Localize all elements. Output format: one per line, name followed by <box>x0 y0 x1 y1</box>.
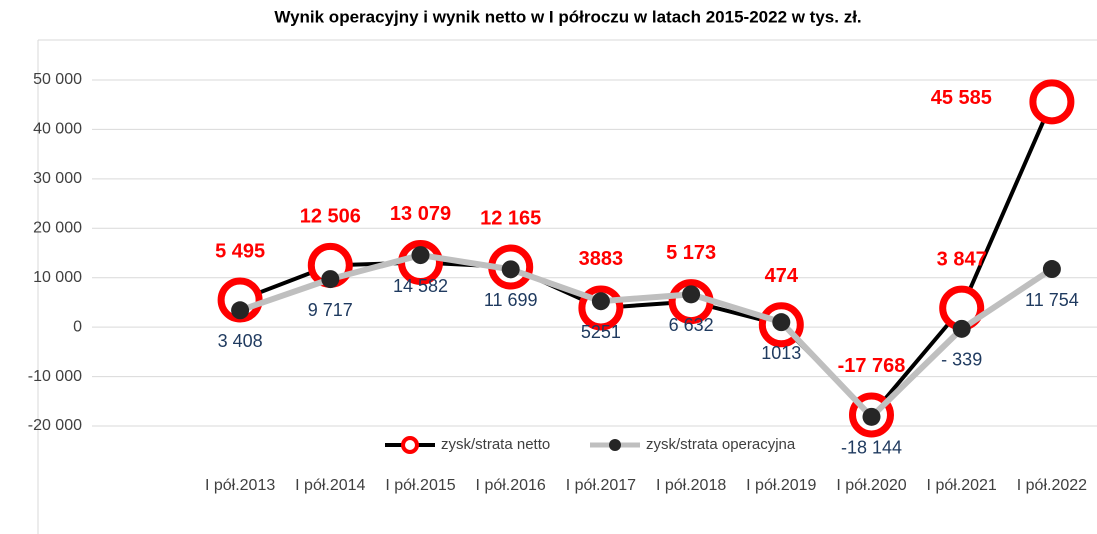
data-label: 14 582 <box>393 276 448 296</box>
x-tick-label: I pół.2015 <box>385 477 455 494</box>
data-label: 11 754 <box>1025 290 1079 310</box>
x-tick-label: I pół.2022 <box>1017 477 1087 494</box>
line <box>239 252 1054 420</box>
data-label: 12 506 <box>300 206 361 228</box>
data-label: 474 <box>765 265 799 287</box>
data-label: 12 165 <box>480 207 541 229</box>
marker <box>501 260 520 279</box>
marker <box>411 246 430 265</box>
data-label: -17 768 <box>838 355 906 377</box>
data-label: 13 079 <box>390 203 451 225</box>
y-tick-label: 50 000 <box>33 71 82 88</box>
data-label: 5251 <box>581 322 621 342</box>
legend-label: zysk/strata netto <box>441 436 550 453</box>
chart-title: Wynik operacyjny i wynik netto w I półro… <box>274 7 861 26</box>
data-label: - 339 <box>941 350 982 370</box>
y-tick-label: 20 000 <box>33 220 82 237</box>
data-label: 3 408 <box>218 331 263 351</box>
marker <box>772 313 791 332</box>
y-tick-label: -20 000 <box>28 417 82 434</box>
marker <box>321 270 340 289</box>
marker <box>682 285 701 304</box>
line <box>239 101 1054 417</box>
y-tick-label: -10 000 <box>28 368 82 385</box>
data-label: 3883 <box>579 248 624 270</box>
data-label: 5 495 <box>215 240 265 262</box>
marker <box>231 301 250 320</box>
y-tick-label: 30 000 <box>33 170 82 187</box>
marker <box>591 292 610 311</box>
x-tick-label: I pół.2016 <box>476 477 546 494</box>
marker <box>862 407 881 426</box>
data-label: 11 699 <box>484 290 538 310</box>
marker <box>952 319 971 338</box>
legend-marker <box>609 439 621 451</box>
marker <box>1042 260 1061 279</box>
data-label: 3 847 <box>937 248 987 270</box>
data-label: 1013 <box>761 343 801 363</box>
legend-label: zysk/strata operacyjna <box>646 436 796 453</box>
x-tick-label: I pół.2019 <box>746 477 816 494</box>
x-tick-label: I pół.2021 <box>927 477 997 494</box>
x-tick-label: I pół.2017 <box>566 477 636 494</box>
data-label: 5 173 <box>666 242 716 264</box>
y-tick-label: 40 000 <box>33 121 82 138</box>
y-tick-label: 10 000 <box>33 269 82 286</box>
data-label: -18 144 <box>841 438 902 458</box>
data-label: 6 632 <box>669 315 714 335</box>
x-tick-label: I pół.2018 <box>656 477 726 494</box>
y-tick-label: 0 <box>73 318 82 335</box>
data-label: 45 585 <box>931 87 992 109</box>
x-tick-label: I pół.2014 <box>295 477 365 494</box>
x-tick-label: I pół.2013 <box>205 477 275 494</box>
marker <box>1029 79 1075 125</box>
legend-marker <box>401 436 419 454</box>
data-label: 9 717 <box>308 300 353 320</box>
x-tick-label: I pół.2020 <box>836 477 906 494</box>
